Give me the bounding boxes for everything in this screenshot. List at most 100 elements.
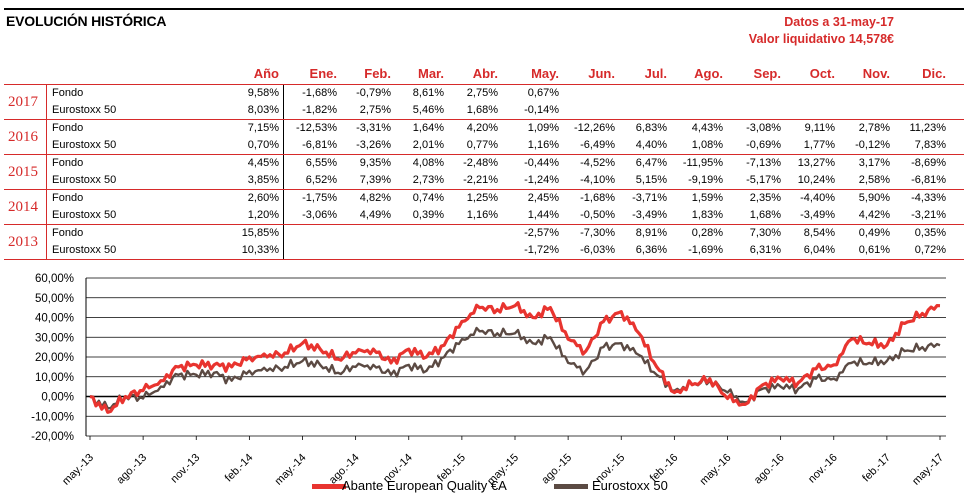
performance-line-chart: -20,00% -10,00% 0,00% 10,00% 20,00% 30,00% 40,… xyxy=(31,273,946,488)
table-cell: -9,19% xyxy=(688,174,723,186)
table-cell: 2,58% xyxy=(858,174,890,186)
table-cell: 6,04% xyxy=(803,244,835,256)
table-cell: 0,49% xyxy=(858,227,890,239)
table-cell: -12,26% xyxy=(574,122,615,134)
table-cell: 7,83% xyxy=(914,139,946,151)
table-row: Fondo 9,58% -1,68% -0,79% 8,61% 2,75% 0,67% xyxy=(4,85,964,102)
table-cell: 13,27% xyxy=(797,157,835,169)
table-cell: -3,06% xyxy=(302,209,337,221)
table-header: Año Ene. Feb. Mar. Abr. May. Jun. Jul. Ago. Sep. O… xyxy=(4,66,964,84)
table-cell: 5,46% xyxy=(412,104,444,116)
table-cell: 2,45% xyxy=(527,192,559,204)
year-label: 2016 xyxy=(8,129,38,145)
table-cell: 1,20% xyxy=(247,209,279,221)
table-cell: 7,15% xyxy=(247,122,279,134)
table-cell: -0,79% xyxy=(356,87,391,99)
table-cell: -12,53% xyxy=(296,122,337,134)
table-cell: 0,70% xyxy=(247,139,279,151)
table-cell: -1,69% xyxy=(688,244,723,256)
table-cell: 15,85% xyxy=(241,227,279,239)
table-row: Fondo 7,15% -12,53% -3,31% 1,64% 4,20% 1,09% -1… xyxy=(4,120,964,137)
column-header: Jul. xyxy=(644,66,667,81)
table-cell: -4,33% xyxy=(911,192,946,204)
table-cell: -8,69% xyxy=(911,157,946,169)
table-row: Fondo 15,85% -2,57% -7,30% 8,91% 0,28% 7,30% 8,… xyxy=(4,225,964,242)
x-tick-label: ago.-13 xyxy=(114,452,149,487)
table-cell: 4,45% xyxy=(247,157,279,169)
x-tick-label: feb.-17 xyxy=(860,452,893,485)
nav-value: Valor liquidativo 14,578€ xyxy=(748,32,894,46)
row-label: Fondo xyxy=(52,227,84,239)
table-cell: 10,24% xyxy=(797,174,835,186)
column-header: Oct. xyxy=(809,66,835,81)
column-header: Nov. xyxy=(862,66,890,81)
table-cell: -0,14% xyxy=(524,104,559,116)
x-tick-label: nov.-16 xyxy=(806,452,840,486)
table-cell: 1,83% xyxy=(691,209,723,221)
table-cell: -3,49% xyxy=(632,209,667,221)
table-cell: 2,75% xyxy=(466,87,498,99)
table-cell: 5,15% xyxy=(635,174,667,186)
table-cell: 6,55% xyxy=(305,157,337,169)
table-cell: 2,35% xyxy=(749,192,781,204)
table-row: Eurostoxx 50 3,85% 6,52% 7,39% 2,73% -2,21% -1… xyxy=(4,172,964,189)
table-row: Eurostoxx 50 1,20% -3,06% 4,49% 0,39% 1,16% 1,… xyxy=(4,207,964,224)
table-cell: 0,77% xyxy=(466,139,498,151)
table-cell: -3,31% xyxy=(356,122,391,134)
table-cell: -1,24% xyxy=(524,174,559,186)
header-rule xyxy=(4,84,964,85)
x-tick-label: feb.-14 xyxy=(223,452,256,485)
table-cell: 10,33% xyxy=(241,244,279,256)
y-tick-label: 50,00% xyxy=(35,293,74,305)
row-label: Eurostoxx 50 xyxy=(52,174,117,186)
table-cell: 1,44% xyxy=(527,209,559,221)
legend-label-fund: Abante European Quality €A xyxy=(342,478,507,493)
column-divider xyxy=(283,225,284,259)
legend-swatch-fund xyxy=(312,484,346,489)
table-cell: 6,83% xyxy=(635,122,667,134)
table-cell: 1,08% xyxy=(691,139,723,151)
table-cell: -0,69% xyxy=(746,139,781,151)
y-tick-label: -10,00% xyxy=(31,411,74,423)
page-title: EVOLUCIÓN HISTÓRICA xyxy=(6,13,167,29)
column-divider xyxy=(283,155,284,189)
table-cell: -2,48% xyxy=(463,157,498,169)
table-cell: 2,73% xyxy=(412,174,444,186)
table-cell: -5,17% xyxy=(746,174,781,186)
column-divider xyxy=(46,155,47,189)
table-cell: 11,23% xyxy=(909,122,947,134)
table-cell: 8,61% xyxy=(412,87,444,99)
row-label: Eurostoxx 50 xyxy=(52,209,117,221)
table-cell: -1,68% xyxy=(580,192,615,204)
table-cell: 8,54% xyxy=(803,227,835,239)
table-cell: 4,08% xyxy=(412,157,444,169)
table-cell: 9,11% xyxy=(804,122,835,134)
row-label: Eurostoxx 50 xyxy=(52,244,117,256)
table-cell: -3,26% xyxy=(356,139,391,151)
y-tick-label: -20,00% xyxy=(31,431,74,443)
column-header: Abr. xyxy=(472,66,498,81)
column-header: Sep. xyxy=(753,66,781,81)
x-tick-label: nov.-13 xyxy=(169,452,203,486)
table-cell: -4,40% xyxy=(800,192,835,204)
table-cell: -1,82% xyxy=(302,104,337,116)
table-cell: -11,95% xyxy=(682,157,723,169)
x-tick-label: ago.-15 xyxy=(539,452,574,487)
monthly-returns-table: Año Ene. Feb. Mar. Abr. May. Jun. Jul. Ago. Sep. O… xyxy=(4,66,964,260)
year-group: 2014 Fondo 2,60% -1,75% 4,82% 0,74% 1,25% 2,45%… xyxy=(4,190,964,225)
data-date: Datos a 31-may-17 xyxy=(784,15,894,29)
table-cell: -6,81% xyxy=(911,174,946,186)
table-cell: 2,75% xyxy=(359,104,391,116)
x-tick-label: ago.-16 xyxy=(752,452,787,487)
column-divider xyxy=(46,190,47,224)
table-cell: -3,08% xyxy=(746,122,781,134)
table-cell: -6,03% xyxy=(580,244,615,256)
table-row: Fondo 2,60% -1,75% 4,82% 0,74% 1,25% 2,45% -1,6… xyxy=(4,190,964,207)
column-divider xyxy=(283,85,284,119)
table-cell: 5,90% xyxy=(858,192,890,204)
column-header: Año xyxy=(253,66,279,81)
table-cell: 4,49% xyxy=(359,209,391,221)
column-header: Mar. xyxy=(417,66,444,81)
row-label: Fondo xyxy=(52,87,84,99)
table-row: Eurostoxx 50 0,70% -6,81% -3,26% 2,01% 0,77% 1… xyxy=(4,137,964,154)
